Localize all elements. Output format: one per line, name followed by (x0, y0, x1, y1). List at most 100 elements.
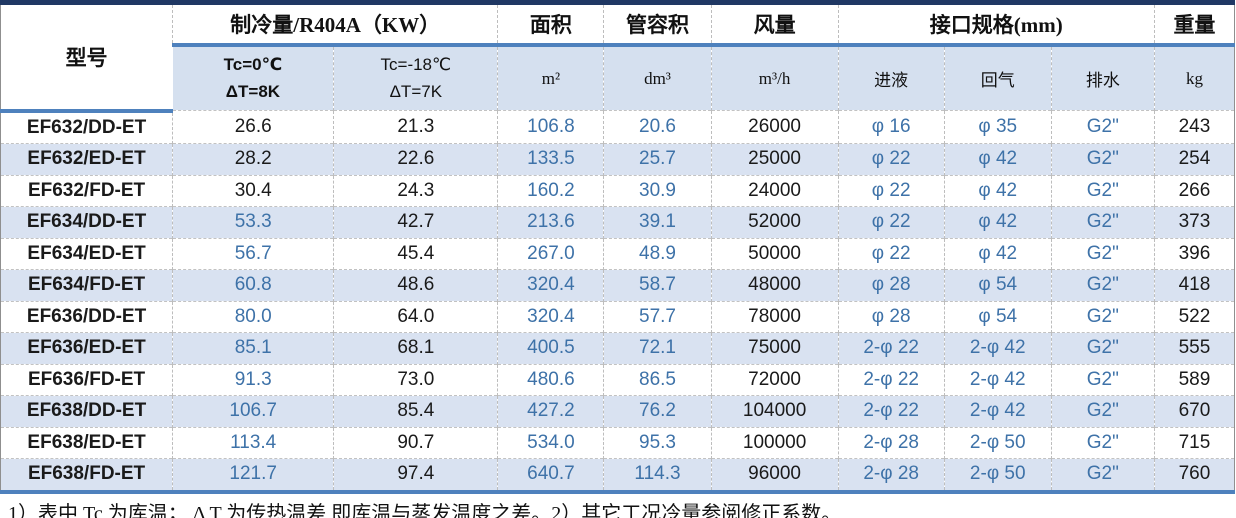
cell-gas: φ 42 (943, 237, 1052, 270)
header-liquid-in: 进液 (837, 45, 945, 111)
table-row: EF634/ED-ET 56.7 45.4 267.0 48.9 50000 φ 22 φ 4… (0, 237, 1235, 270)
cell-liquid: φ 22 (837, 206, 945, 238)
cell-tc0: 30.4 (172, 174, 334, 207)
header-airflow-unit: m³/h (710, 45, 839, 111)
cell-tc18: 73.0 (333, 363, 498, 396)
cell-liquid: 2-φ 28 (837, 458, 945, 492)
cell-airflow: 100000 (710, 426, 839, 459)
cell-liquid: φ 16 (837, 110, 945, 144)
cell-tc0: 60.8 (172, 269, 334, 301)
cell-model: EF634/DD-ET (0, 206, 173, 238)
table-row: EF636/ED-ET 85.1 68.1 400.5 72.1 75000 2-φ 22 2… (0, 332, 1235, 364)
cell-airflow: 104000 (710, 395, 839, 427)
cell-tube: 114.3 (603, 458, 712, 492)
cell-area: 213.6 (497, 206, 604, 238)
cell-tc18: 48.6 (333, 269, 498, 301)
cell-weight: 760 (1153, 458, 1235, 492)
cell-model: EF636/DD-ET (0, 300, 173, 333)
cell-tc0: 113.4 (172, 426, 334, 459)
cell-weight: 266 (1153, 174, 1235, 207)
cell-tc0: 26.6 (172, 110, 334, 144)
cell-tc0: 56.7 (172, 237, 334, 270)
cell-tube: 25.7 (603, 143, 712, 175)
cell-model: EF636/FD-ET (0, 363, 173, 396)
header-sub-row: Tc=0℃ ΔT=8K Tc=-18℃ ΔT=7K m² dm³ m³/h 进液… (1, 45, 1235, 111)
cell-liquid: φ 22 (837, 237, 945, 270)
cell-gas: φ 42 (943, 143, 1052, 175)
cell-tc18: 90.7 (333, 426, 498, 459)
header-weight: 重量 (1153, 2, 1235, 47)
cell-area: 160.2 (497, 174, 604, 207)
cell-drain: G2" (1050, 300, 1155, 333)
cell-model: EF632/DD-ET (0, 110, 173, 144)
cell-tc0: 85.1 (172, 332, 334, 364)
header-tube-volume: 管容积 (603, 2, 712, 47)
tc0-delta: ΔT=8K (225, 81, 281, 101)
cell-area: 427.2 (497, 395, 604, 427)
cell-airflow: 26000 (710, 110, 839, 144)
cell-tube: 72.1 (603, 332, 712, 364)
cell-tc18: 64.0 (333, 300, 498, 333)
cell-liquid: φ 28 (837, 269, 945, 301)
cell-tube: 20.6 (603, 110, 712, 144)
cell-gas: 2-φ 42 (943, 363, 1052, 396)
tc18-delta: ΔT=7K (389, 81, 443, 101)
cell-airflow: 25000 (710, 143, 839, 175)
cell-airflow: 96000 (710, 458, 839, 492)
cell-area: 320.4 (497, 269, 604, 301)
cell-airflow: 24000 (710, 174, 839, 207)
cell-tc0: 53.3 (172, 206, 334, 238)
cell-tube: 95.3 (603, 426, 712, 459)
table-row: EF638/FD-ET 121.7 97.4 640.7 114.3 96000 2-φ 2… (0, 458, 1235, 492)
cell-liquid: 2-φ 22 (837, 395, 945, 427)
cell-weight: 418 (1153, 269, 1235, 301)
cell-tc18: 21.3 (333, 110, 498, 144)
cell-tc18: 68.1 (333, 332, 498, 364)
cell-tc0: 121.7 (172, 458, 334, 492)
cell-tc18: 97.4 (333, 458, 498, 492)
header-weight-unit: kg (1153, 45, 1235, 111)
header-gas-return: 回气 (943, 45, 1052, 111)
cell-drain: G2" (1050, 110, 1155, 144)
cell-gas: 2-φ 50 (943, 458, 1052, 492)
cell-drain: G2" (1050, 332, 1155, 364)
cell-weight: 522 (1153, 300, 1235, 333)
cell-tc18: 22.6 (333, 143, 498, 175)
cell-model: EF632/FD-ET (0, 174, 173, 207)
cell-tube: 76.2 (603, 395, 712, 427)
cell-weight: 589 (1153, 363, 1235, 396)
header-airflow: 风量 (710, 2, 839, 47)
header-capacity-group: 制冷量/R404A（KW） (172, 2, 498, 47)
cell-area: 320.4 (497, 300, 604, 333)
cell-drain: G2" (1050, 426, 1155, 459)
cell-area: 106.8 (497, 110, 604, 144)
header-interface-group: 接口规格(mm) (837, 2, 1155, 47)
table-row: EF632/ED-ET 28.2 22.6 133.5 25.7 25000 φ 22 φ 4… (0, 143, 1235, 175)
cell-weight: 555 (1153, 332, 1235, 364)
header-model: 型号 (0, 2, 173, 113)
cell-model: EF638/FD-ET (0, 458, 173, 492)
cell-gas: φ 54 (943, 300, 1052, 333)
cell-model: EF632/ED-ET (0, 143, 173, 175)
cell-gas: φ 42 (943, 206, 1052, 238)
cell-tc0: 106.7 (172, 395, 334, 427)
table-row: EF638/ED-ET 113.4 90.7 534.0 95.3 100000 2-φ 2… (0, 426, 1235, 459)
cell-airflow: 50000 (710, 237, 839, 270)
header-tube-volume-unit: dm³ (603, 45, 712, 111)
cell-tc18: 45.4 (333, 237, 498, 270)
cell-model: EF638/DD-ET (0, 395, 173, 427)
cell-area: 640.7 (497, 458, 604, 492)
table-row: EF638/DD-ET 106.7 85.4 427.2 76.2 104000 2-φ 2… (0, 395, 1235, 427)
cell-area: 400.5 (497, 332, 604, 364)
table-row: EF632/FD-ET 30.4 24.3 160.2 30.9 24000 φ 22 φ 4… (0, 174, 1235, 207)
cell-gas: φ 54 (943, 269, 1052, 301)
cell-liquid: φ 22 (837, 143, 945, 175)
cell-weight: 715 (1153, 426, 1235, 459)
cell-drain: G2" (1050, 143, 1155, 175)
cell-tc0: 28.2 (172, 143, 334, 175)
cell-model: EF634/ED-ET (0, 237, 173, 270)
cell-weight: 243 (1153, 110, 1235, 144)
cell-drain: G2" (1050, 395, 1155, 427)
header-area-unit: m² (497, 45, 604, 111)
